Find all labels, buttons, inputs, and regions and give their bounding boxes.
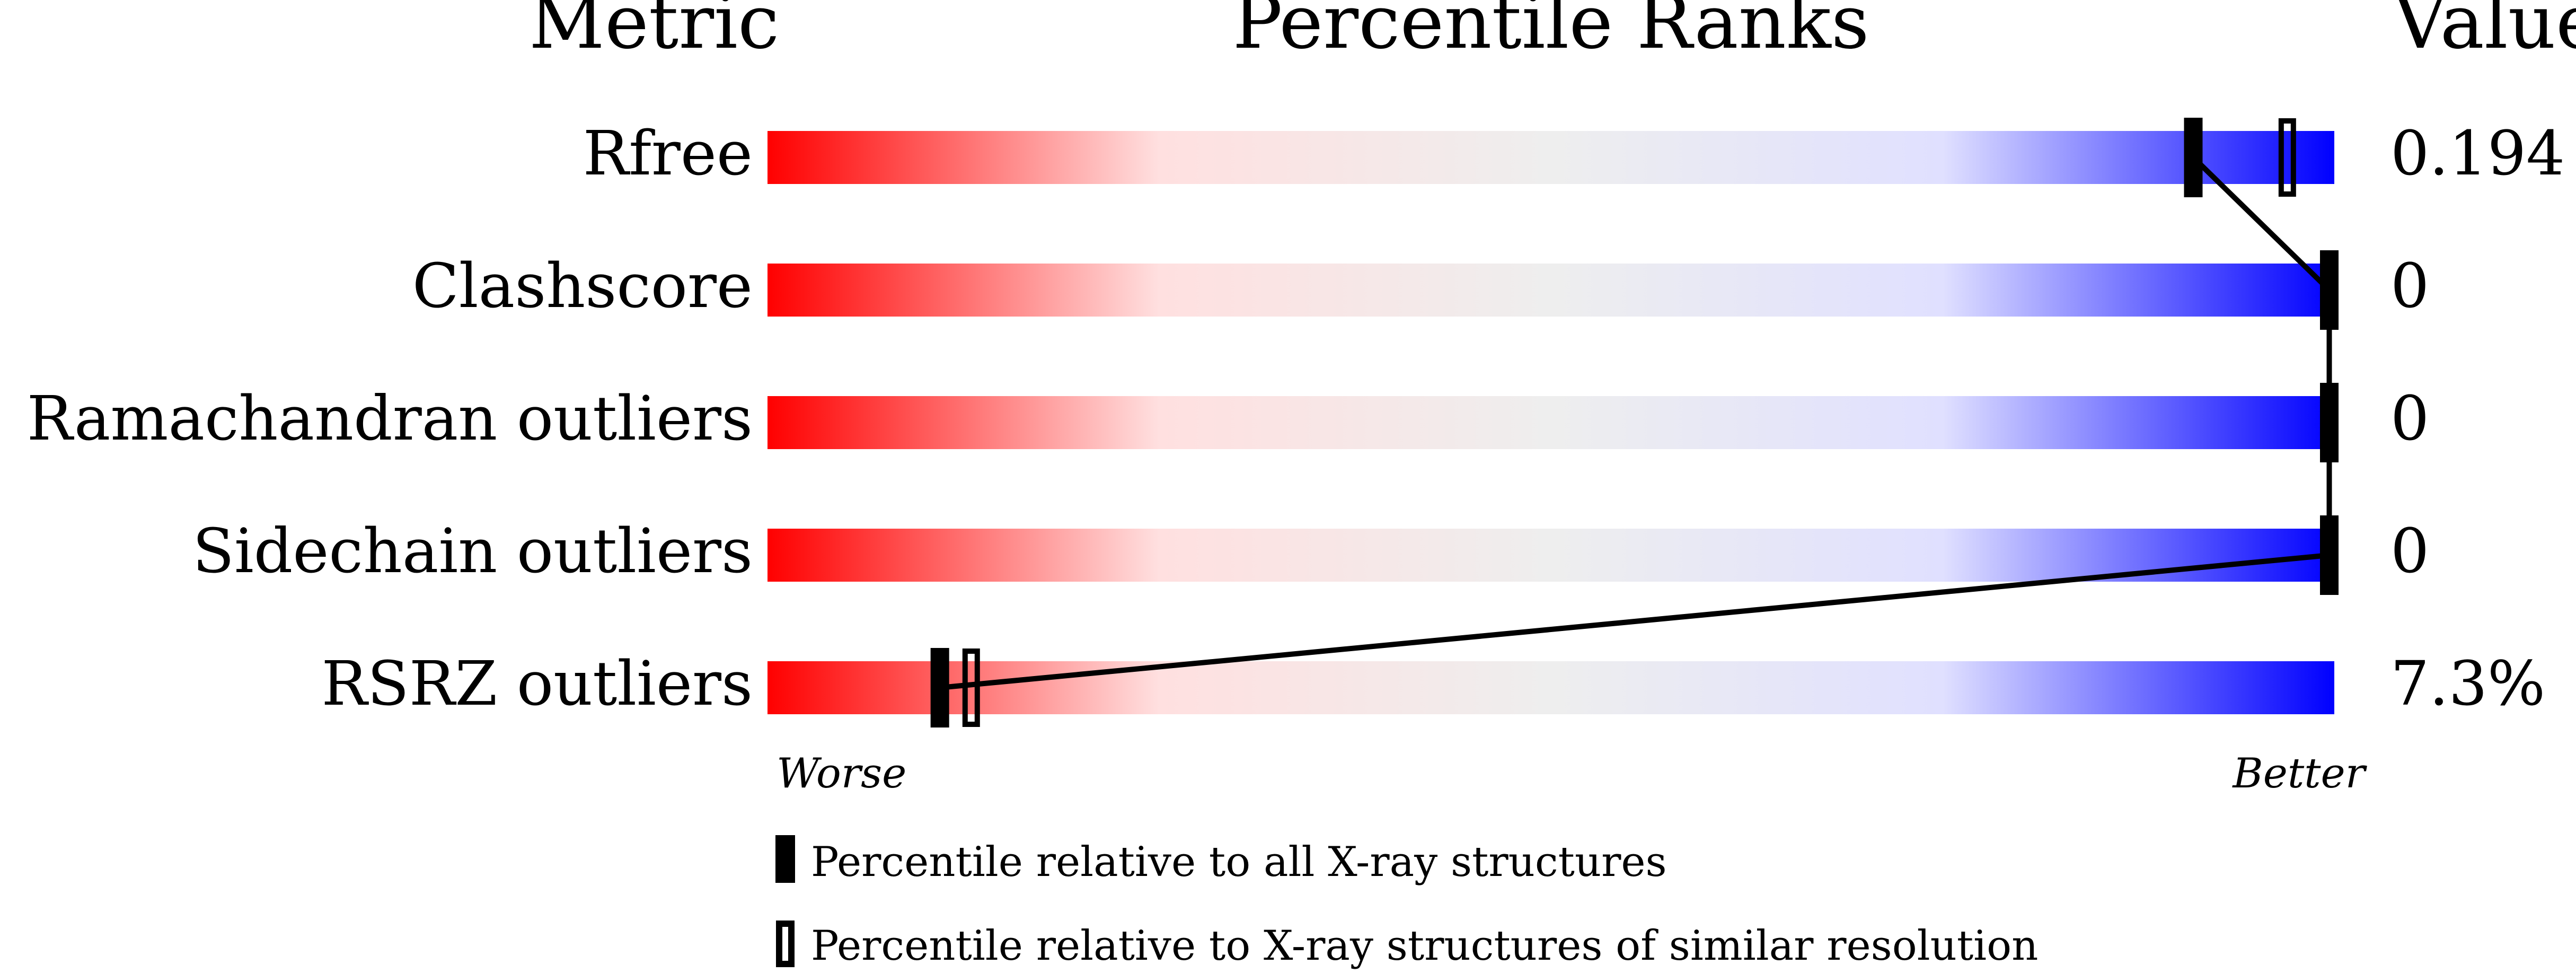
- percentile-bar: [767, 661, 2334, 714]
- percentile-all-marker: [2184, 118, 2203, 197]
- metric-value: 0: [2390, 251, 2429, 322]
- metric-value: 0: [2390, 516, 2429, 587]
- percentile-bar: [767, 529, 2334, 582]
- header-metric: Metric: [529, 0, 780, 66]
- metric-label: RSRZ outliers: [321, 648, 753, 720]
- header-percentile-ranks: Percentile Ranks: [1232, 0, 1869, 66]
- axis-label-worse: Worse: [777, 750, 906, 797]
- percentile-bar: [767, 131, 2334, 184]
- metric-label: Rfree: [583, 118, 753, 189]
- legend: Percentile relative to all X-ray structu…: [775, 835, 2038, 970]
- metric-value: 0: [2390, 383, 2429, 454]
- percentile-all-marker: [930, 648, 949, 727]
- percentile-bar: [767, 396, 2334, 449]
- percentile-similar-marker: [962, 648, 980, 727]
- legend-label-all: Percentile relative to all X-ray structu…: [811, 838, 1667, 886]
- percentile-all-marker: [2320, 383, 2339, 462]
- percentile-bar: [767, 264, 2334, 317]
- percentile-all-marker: [2320, 515, 2339, 595]
- axis-label-better: Better: [2231, 750, 2367, 797]
- percentile-all-marker: [2320, 250, 2339, 330]
- legend-open-marker: [776, 921, 795, 967]
- metric-label: Clashscore: [412, 251, 753, 322]
- percentile-similar-marker: [2278, 118, 2296, 197]
- metric-label: Sidechain outliers: [192, 516, 753, 587]
- metric-label: Ramachandran outliers: [27, 383, 753, 454]
- legend-filled-marker: [775, 835, 795, 883]
- header-value: Value: [2392, 0, 2576, 66]
- metric-value: 0.194: [2390, 118, 2565, 189]
- metric-value: 7.3%: [2390, 648, 2545, 720]
- legend-label-similar: Percentile relative to X-ray structures …: [811, 922, 2038, 970]
